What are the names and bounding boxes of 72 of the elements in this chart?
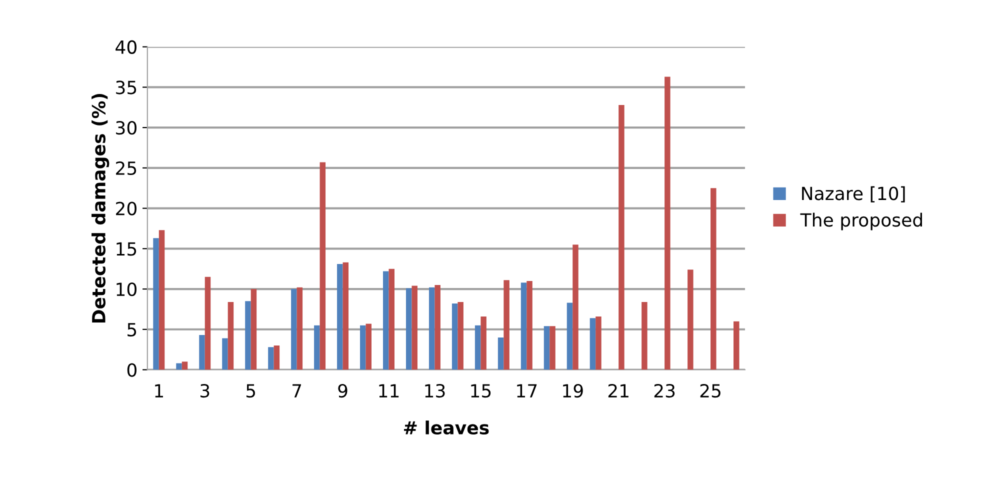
x-tick-label: 13 xyxy=(425,384,445,398)
bar xyxy=(274,346,280,370)
bar xyxy=(590,318,596,370)
bar xyxy=(550,326,556,370)
bar xyxy=(182,362,188,370)
x-tick-label: 7 xyxy=(292,384,302,398)
bar xyxy=(314,325,320,370)
bar xyxy=(428,287,435,370)
x-tick-label: 19 xyxy=(563,384,583,398)
y-tick-label: 35 xyxy=(116,80,136,94)
bar xyxy=(320,162,326,370)
bar xyxy=(383,271,389,370)
bar xyxy=(342,262,349,370)
y-tick-label: 0 xyxy=(127,363,136,377)
x-tick-label: 15 xyxy=(471,384,491,398)
bar xyxy=(204,276,211,370)
x-tick-label: 9 xyxy=(338,384,348,398)
bar xyxy=(250,289,257,370)
bar xyxy=(520,282,527,370)
x-tick-label: 5 xyxy=(246,384,256,398)
y-tick-label: 5 xyxy=(128,323,136,336)
x-tick-label: 11 xyxy=(379,384,399,398)
bar xyxy=(337,264,343,370)
bar xyxy=(710,188,716,370)
legend-label: The proposed xyxy=(800,212,922,230)
bar xyxy=(366,324,372,370)
y-tick-label: 25 xyxy=(116,161,136,176)
bar xyxy=(458,302,464,370)
bar xyxy=(452,304,458,370)
y-tick-label: 20 xyxy=(116,202,136,216)
bar xyxy=(360,325,366,370)
bar xyxy=(388,268,394,370)
bar xyxy=(158,230,165,370)
bar xyxy=(245,301,251,370)
bar xyxy=(474,325,481,370)
bar xyxy=(268,347,274,370)
bar xyxy=(434,284,440,370)
bar xyxy=(596,316,602,370)
bar xyxy=(504,280,510,370)
x-tick-label: 1 xyxy=(155,384,163,398)
bar xyxy=(199,335,205,370)
x-axis-title: # leaves xyxy=(404,420,489,435)
bar xyxy=(291,289,297,370)
y-tick-label: 40 xyxy=(116,40,136,54)
bar xyxy=(566,302,573,370)
bar xyxy=(498,337,504,370)
bar xyxy=(572,244,578,370)
x-tick-label: 17 xyxy=(517,384,537,398)
y-tick-label: 15 xyxy=(116,242,136,256)
y-tick-label: 10 xyxy=(116,282,136,296)
bar xyxy=(734,321,740,370)
x-tick-label: 3 xyxy=(200,384,210,398)
x-tick-label: 23 xyxy=(654,384,675,398)
bar xyxy=(296,287,303,370)
bar xyxy=(688,270,694,370)
bar xyxy=(664,76,670,370)
bar xyxy=(480,316,486,370)
bar xyxy=(544,326,550,370)
bar xyxy=(526,280,532,370)
x-tick-label: 25 xyxy=(700,384,720,398)
bar xyxy=(406,288,412,370)
legend-label: Nazare [10] xyxy=(802,186,905,202)
y-axis-title: Detected damages (%) xyxy=(92,94,110,323)
bar xyxy=(228,302,234,370)
bar xyxy=(153,238,159,370)
bar xyxy=(412,286,418,370)
bar xyxy=(222,338,228,370)
x-tick-label: 21 xyxy=(608,384,628,398)
bar xyxy=(642,302,648,370)
bar xyxy=(618,104,624,370)
bar xyxy=(176,363,182,370)
y-tick-label: 30 xyxy=(116,121,136,135)
